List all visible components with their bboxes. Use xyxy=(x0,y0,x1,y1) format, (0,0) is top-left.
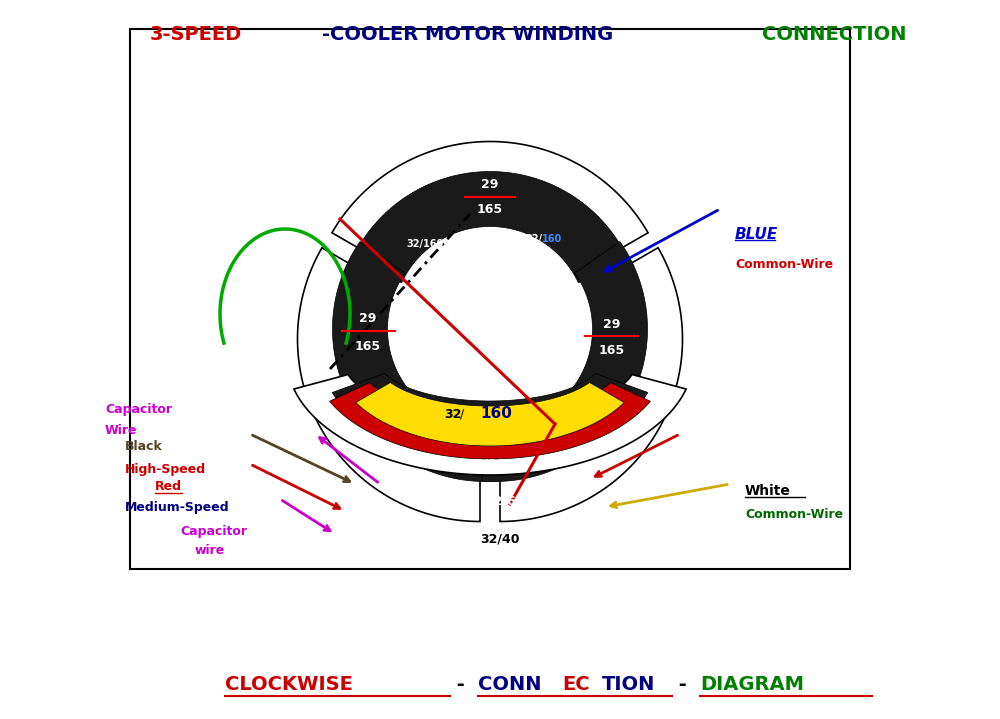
Text: 32/60: 32/60 xyxy=(485,495,525,508)
Text: 32/: 32/ xyxy=(525,234,542,244)
Text: Black: Black xyxy=(125,441,163,454)
Text: 165: 165 xyxy=(355,341,381,354)
Polygon shape xyxy=(333,242,498,482)
Polygon shape xyxy=(482,242,647,482)
Text: Capacitor: Capacitor xyxy=(180,524,247,538)
Text: Red: Red xyxy=(155,480,182,493)
Text: -: - xyxy=(672,674,694,694)
Text: 160: 160 xyxy=(542,234,562,244)
Text: 165: 165 xyxy=(599,344,625,357)
Polygon shape xyxy=(330,383,650,459)
Text: 29: 29 xyxy=(481,178,499,191)
Polygon shape xyxy=(332,373,648,457)
Text: Capacitor: Capacitor xyxy=(105,403,172,416)
Text: CONNECTION: CONNECTION xyxy=(762,24,906,44)
Polygon shape xyxy=(294,375,686,475)
Text: 3-SPEED: 3-SPEED xyxy=(150,24,242,44)
Text: DIAGRAM: DIAGRAM xyxy=(700,674,804,694)
Text: Wire: Wire xyxy=(105,424,138,437)
Text: 32/160: 32/160 xyxy=(406,239,444,249)
Text: Common-Wire: Common-Wire xyxy=(735,257,833,270)
Polygon shape xyxy=(352,172,628,283)
Text: /: / xyxy=(460,408,464,421)
Text: 32: 32 xyxy=(445,408,462,421)
Text: -COOLER MOTOR WINDING: -COOLER MOTOR WINDING xyxy=(322,24,620,44)
Text: 29: 29 xyxy=(603,318,621,331)
Text: 29: 29 xyxy=(359,313,377,326)
Text: 32/40: 32/40 xyxy=(480,533,520,546)
Polygon shape xyxy=(356,383,624,446)
Text: Medium-Speed: Medium-Speed xyxy=(125,500,230,513)
Text: High-Speed: High-Speed xyxy=(125,462,206,475)
FancyBboxPatch shape xyxy=(130,29,850,569)
Polygon shape xyxy=(298,248,480,521)
Text: White: White xyxy=(745,484,791,498)
Text: 160: 160 xyxy=(480,406,512,421)
Text: CONN: CONN xyxy=(478,674,542,694)
Text: EC: EC xyxy=(562,674,590,694)
Text: BLUE: BLUE xyxy=(735,226,778,242)
Text: CLOCKWISE: CLOCKWISE xyxy=(225,674,353,694)
Polygon shape xyxy=(332,142,648,260)
Polygon shape xyxy=(500,248,682,521)
Text: wire: wire xyxy=(195,544,225,557)
Text: TION: TION xyxy=(602,674,655,694)
Text: 29/100: 29/100 xyxy=(466,457,514,470)
Text: 165: 165 xyxy=(477,203,503,216)
Text: Common-Wire: Common-Wire xyxy=(745,508,843,521)
Text: -: - xyxy=(450,674,472,694)
